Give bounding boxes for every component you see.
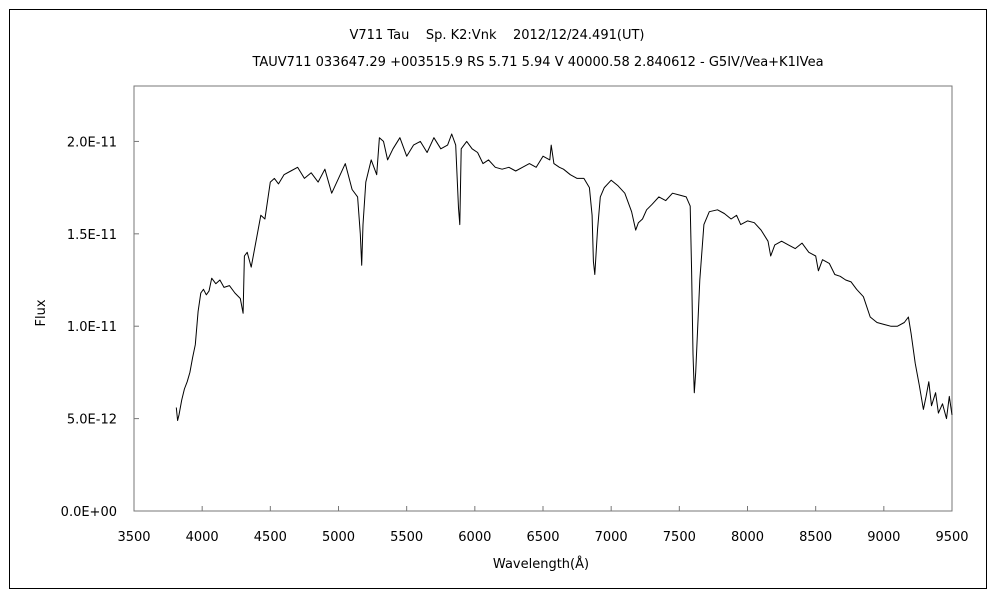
x-tick-label: 6000 — [458, 530, 491, 545]
x-tick-label: 4000 — [186, 530, 219, 545]
x-tick-label: 7000 — [595, 530, 628, 545]
y-tick-label: 2.0E-11 — [67, 135, 117, 150]
chart-frame — [9, 9, 987, 589]
x-axis-label: Wavelength(Å) — [493, 556, 589, 572]
plot-area — [133, 85, 953, 512]
x-tick-label: 8000 — [731, 530, 764, 545]
x-axis: 3500 4000 4500 5000 5500 6000 6500 7000 7500 8000… — [117, 506, 969, 545]
y-tick-label: 1.0E-11 — [67, 320, 117, 335]
x-tick-label: 9000 — [867, 530, 900, 545]
x-tick-label: 6500 — [526, 530, 559, 545]
spectrum-series-line — [175, 133, 953, 421]
x-tick-label: 3500 — [117, 530, 150, 545]
chart-title: V711 Tau Sp. K2:Vnk 2012/12/24.491(UT) — [350, 28, 645, 43]
x-tick-label: 5500 — [390, 530, 423, 545]
y-tick-label: 0.0E+00 — [61, 505, 117, 520]
y-tick-label: 5.0E-12 — [67, 413, 117, 428]
x-tick-label: 9500 — [935, 530, 968, 545]
y-axis-label: Flux — [34, 299, 49, 326]
x-tick-label: 8500 — [799, 530, 832, 545]
x-tick-label: 5000 — [322, 530, 355, 545]
y-axis: 0.0E+00 5.0E-12 1.0E-11 1.5E-11 2.0E-11 — [61, 135, 139, 520]
x-tick-label: 7500 — [663, 530, 696, 545]
chart-subtitle: TAUV711 033647.29 +003515.9 RS 5.71 5.94… — [251, 55, 823, 70]
x-tick-label: 4500 — [254, 530, 287, 545]
y-tick-label: 1.5E-11 — [67, 228, 117, 243]
